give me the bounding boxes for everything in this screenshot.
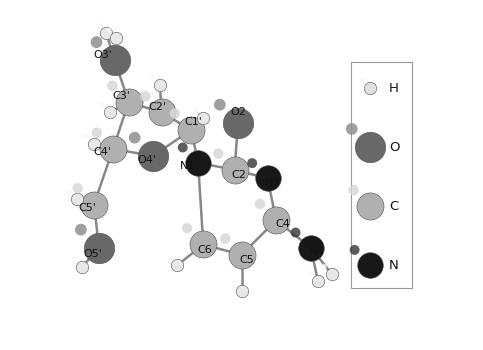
Point — [366, 85, 374, 91]
Text: N3: N3 — [265, 178, 281, 188]
Point — [359, 78, 367, 84]
Text: C2': C2' — [148, 102, 167, 112]
Point — [125, 99, 132, 105]
Point — [351, 247, 358, 253]
Point — [264, 176, 271, 181]
Point — [179, 145, 186, 150]
Text: O4': O4' — [138, 155, 156, 166]
Point — [158, 110, 166, 115]
Point — [93, 130, 100, 135]
Point — [230, 281, 238, 287]
Point — [74, 186, 82, 191]
Point — [320, 264, 328, 269]
Point — [194, 160, 202, 166]
Point — [350, 187, 357, 193]
Point — [348, 126, 355, 132]
Point — [272, 217, 280, 223]
Point — [149, 75, 156, 80]
Point — [238, 252, 245, 258]
Text: C4': C4' — [94, 147, 112, 158]
Point — [214, 151, 222, 156]
Point — [328, 271, 336, 277]
Point — [183, 225, 191, 231]
Text: C5': C5' — [78, 203, 96, 213]
Point — [90, 141, 98, 147]
Point — [83, 133, 90, 139]
Point — [93, 39, 100, 45]
Point — [149, 153, 157, 159]
Text: O2: O2 — [230, 107, 246, 118]
Point — [216, 102, 224, 107]
Point — [199, 241, 207, 247]
Text: N4: N4 — [309, 247, 324, 257]
Point — [307, 271, 314, 276]
Point — [192, 107, 199, 113]
Point — [156, 82, 164, 88]
Text: C5: C5 — [240, 255, 254, 265]
Text: C1': C1' — [184, 117, 202, 127]
Point — [366, 262, 374, 268]
Point — [90, 202, 98, 207]
Text: C6: C6 — [198, 245, 213, 256]
Point — [73, 196, 81, 202]
Text: N1: N1 — [180, 161, 195, 171]
Text: O5': O5' — [84, 249, 103, 259]
Text: O: O — [389, 141, 399, 154]
Point — [366, 145, 374, 150]
Text: O3': O3' — [93, 50, 112, 60]
Text: C3': C3' — [113, 91, 130, 101]
Point — [95, 245, 103, 251]
Point — [105, 28, 113, 33]
Point — [95, 22, 102, 28]
Text: C: C — [389, 200, 398, 213]
Point — [142, 93, 149, 99]
Point — [173, 262, 181, 268]
Point — [366, 203, 374, 209]
Point — [166, 255, 174, 261]
Point — [292, 230, 299, 235]
Point — [248, 160, 256, 166]
Text: C2: C2 — [232, 170, 246, 180]
Point — [109, 83, 116, 89]
Point — [238, 288, 245, 294]
Point — [221, 236, 229, 241]
Point — [231, 167, 239, 173]
Text: H: H — [389, 82, 399, 95]
Text: N: N — [389, 259, 399, 272]
Point — [71, 257, 78, 262]
Bar — [351, 62, 412, 288]
Point — [102, 30, 110, 35]
Point — [307, 245, 315, 251]
Point — [78, 264, 85, 270]
Point — [314, 278, 322, 284]
Point — [111, 58, 119, 63]
Text: C4: C4 — [276, 219, 291, 229]
Point — [65, 189, 73, 195]
Point — [109, 146, 117, 152]
Point — [234, 120, 242, 126]
Point — [106, 110, 114, 115]
Point — [256, 201, 264, 207]
Point — [199, 115, 207, 120]
Point — [187, 127, 195, 133]
Point — [171, 111, 179, 117]
Point — [98, 102, 106, 108]
Point — [113, 35, 120, 41]
Point — [77, 227, 85, 232]
Point — [131, 135, 139, 140]
